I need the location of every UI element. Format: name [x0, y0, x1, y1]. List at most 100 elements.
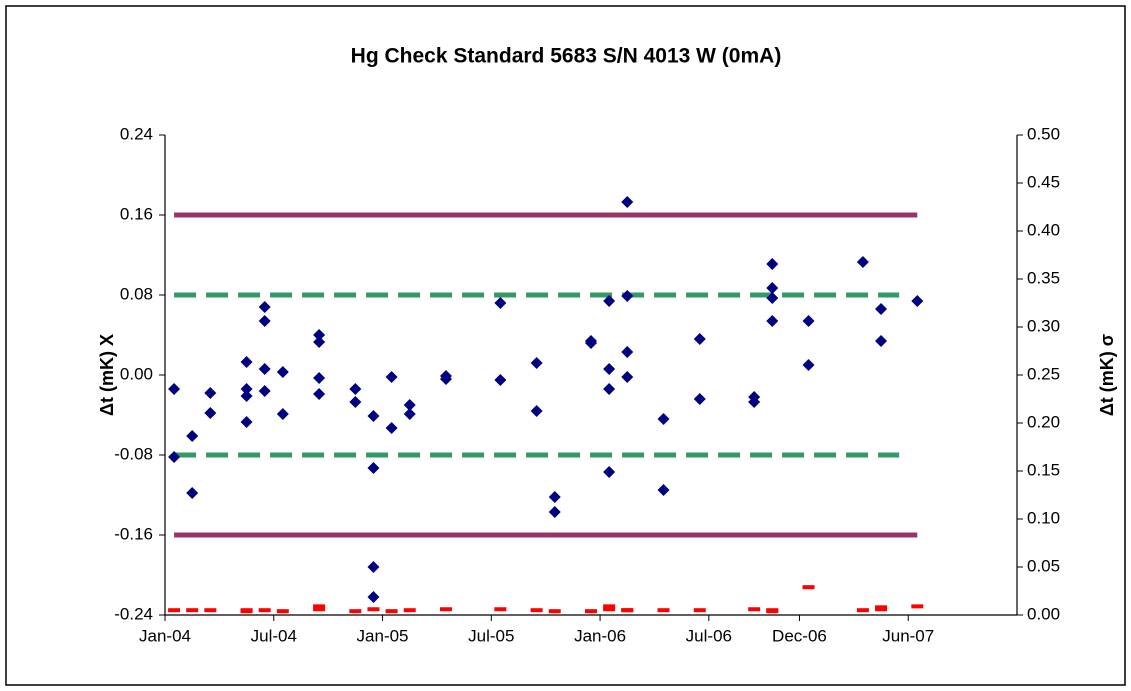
data-point [603, 363, 616, 375]
sigma-marker [603, 607, 616, 612]
data-point [258, 315, 271, 327]
chart-title: Hg Check Standard 5683 S/N 4013 W (0mA) [351, 45, 782, 68]
data-point [349, 383, 362, 395]
data-point [530, 405, 543, 417]
sigma-marker [693, 608, 706, 613]
sigma-marker [258, 608, 271, 613]
x-tick-label: Jul-04 [251, 626, 297, 645]
data-point [766, 282, 779, 294]
data-point [349, 396, 362, 408]
data-point [276, 366, 289, 378]
data-point [585, 337, 597, 349]
x-tick-label: Jul-05 [468, 626, 514, 645]
sigma-marker [621, 608, 634, 613]
y2-axis-label: Δt (mK) σ [1097, 334, 1117, 416]
data-point [548, 491, 561, 503]
data-point [313, 336, 326, 348]
sigma-marker [367, 607, 380, 612]
data-point [802, 359, 815, 371]
sigma-marker [313, 604, 326, 609]
data-point [802, 315, 815, 327]
data-point [494, 297, 507, 309]
sigma-marker [313, 607, 326, 612]
sigma-marker [186, 608, 199, 613]
sigma-marker [204, 608, 217, 613]
sigma-marker [403, 608, 416, 613]
data-point [367, 591, 380, 603]
data-point [240, 390, 253, 402]
data-point [603, 466, 616, 478]
data-point [313, 388, 326, 400]
data-point [313, 329, 326, 341]
sigma-marker [530, 608, 543, 613]
data-point [530, 357, 543, 369]
data-point [240, 356, 253, 368]
data-point [875, 335, 888, 347]
sigma-marker [856, 608, 869, 613]
sigma-marker [748, 607, 761, 612]
data-point [240, 416, 253, 428]
sigma-marker [548, 609, 561, 614]
data-point [367, 462, 380, 474]
data-point [693, 393, 706, 405]
sigma-marker [802, 585, 815, 590]
data-point [258, 385, 271, 397]
y2-tick-label: 0.35 [1027, 268, 1060, 287]
y2-tick-label: 0.25 [1027, 364, 1060, 383]
data-point [186, 430, 199, 442]
x-tick-label: Jan-06 [574, 626, 626, 645]
sigma-marker [240, 609, 253, 614]
data-point [548, 506, 561, 518]
sigma-marker [657, 608, 670, 613]
data-point [258, 363, 271, 375]
y-tick-label: -0.08 [114, 444, 153, 463]
sigma-marker [385, 609, 398, 614]
data-point [856, 256, 869, 268]
data-point [403, 399, 416, 411]
y-tick-label: 0.16 [120, 204, 153, 223]
sigma-marker [276, 609, 289, 614]
data-point [911, 295, 924, 307]
data-point [748, 396, 761, 408]
y-tick-label: 0.00 [120, 364, 153, 383]
data-point [204, 387, 217, 399]
y2-tick-label: 0.30 [1027, 316, 1060, 335]
data-point [313, 372, 326, 384]
data-point [385, 371, 398, 383]
chart-border [5, 5, 1126, 686]
data-point [367, 410, 380, 422]
sigma-marker [766, 609, 779, 614]
y2-tick-label: 0.05 [1027, 556, 1060, 575]
data-point [657, 413, 670, 425]
y2-tick-label: 0.50 [1027, 124, 1060, 143]
data-point [367, 561, 380, 573]
y-tick-label: -0.24 [114, 604, 153, 623]
sigma-marker [875, 605, 888, 610]
data-point [276, 408, 289, 420]
y2-tick-label: 0.10 [1027, 508, 1060, 527]
data-point [603, 383, 616, 395]
data-point [621, 196, 634, 208]
x-tick-label: Jan-05 [357, 626, 409, 645]
data-point [603, 295, 616, 307]
data-point [494, 374, 507, 386]
data-point [168, 383, 181, 395]
data-point [875, 303, 888, 315]
y2-tick-label: 0.15 [1027, 460, 1060, 479]
data-point [766, 315, 779, 327]
data-point [621, 290, 634, 302]
y2-tick-label: 0.45 [1027, 172, 1060, 191]
data-point [168, 451, 181, 463]
sigma-marker [585, 609, 597, 614]
y2-tick-label: 0.00 [1027, 604, 1060, 623]
data-point [204, 407, 217, 419]
x-tick-label: Dec-06 [772, 626, 827, 645]
data-point [439, 373, 452, 385]
data-point [693, 333, 706, 345]
y-tick-label: 0.08 [120, 284, 153, 303]
data-point [621, 346, 634, 358]
data-point [403, 408, 416, 420]
data-point [186, 487, 199, 499]
data-point [766, 292, 779, 304]
